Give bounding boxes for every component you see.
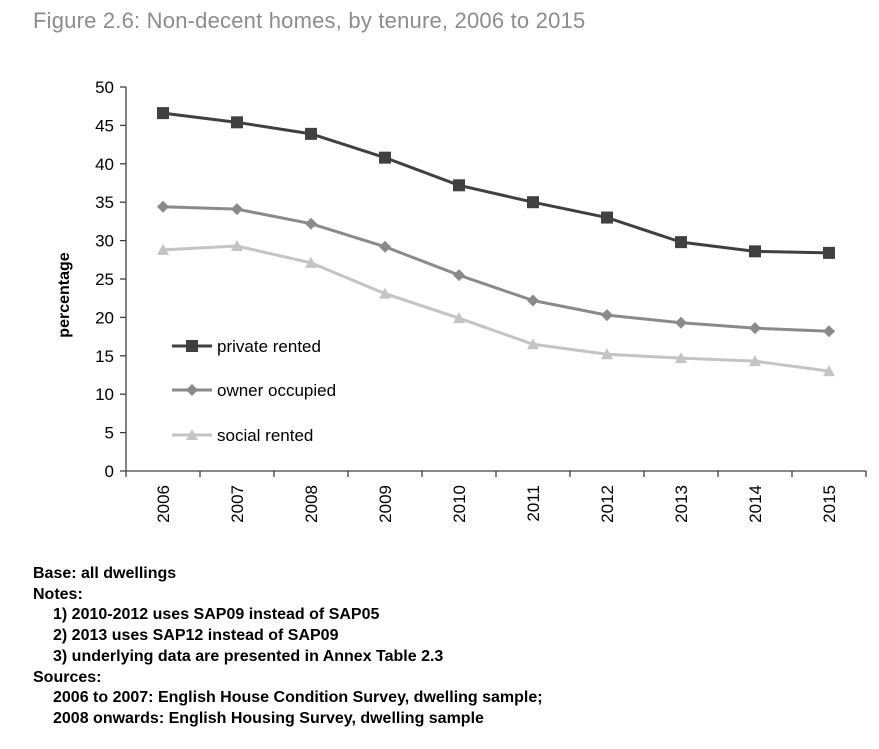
source-item: 2008 onwards: English Housing Survey, dw…: [53, 709, 484, 727]
x-tick-label: 2012: [598, 485, 617, 523]
legend-item: owner occupied: [172, 381, 336, 400]
x-tick-label: 2011: [524, 485, 543, 522]
data-point: [601, 348, 613, 360]
base-note: Base: all dwellings: [33, 565, 177, 582]
data-point: [749, 322, 761, 335]
series-social-rented: [157, 239, 835, 377]
legend: private rented owner occupied social rente…: [172, 337, 336, 445]
legend-marker: [186, 384, 198, 396]
data-point: [823, 246, 835, 259]
legend-label: private rented: [217, 337, 321, 356]
data-point: [157, 200, 169, 213]
series-line: [162, 244, 830, 373]
x-tick-label: 2010: [450, 485, 469, 523]
y-tick-label: 45: [95, 116, 114, 135]
data-point: [231, 116, 243, 129]
x-tick-label: 2008: [302, 485, 321, 523]
notes-block: Base: all dwellings Notes: 1) 2010-2012 …: [33, 564, 543, 730]
data-point: [675, 352, 687, 364]
y-tick-label: 40: [95, 155, 114, 174]
legend-item: private rented: [172, 337, 321, 356]
data-point: [305, 217, 317, 230]
data-point: [675, 236, 687, 249]
data-point: [305, 256, 317, 268]
legend-item: social rented: [172, 426, 313, 445]
data-point: [305, 127, 317, 140]
y-tick-label: 15: [95, 347, 114, 366]
data-point: [527, 294, 539, 307]
sources-heading: Sources:: [33, 668, 102, 686]
data-point: [453, 269, 465, 282]
series-owner-occupied: [157, 200, 835, 338]
source-item: 2006 to 2007: English House Condition Su…: [53, 689, 543, 707]
data-point: [749, 245, 761, 258]
y-tick-label: 35: [95, 193, 114, 212]
data-point: [453, 179, 465, 192]
y-tick-label: 25: [95, 270, 114, 289]
note-item: 2) 2013 uses SAP12 instead of SAP09: [53, 627, 339, 645]
line-chart: 0 5 10 15 20 25 30 35 40 45 50 2006 2007 2008 2009 201…: [56, 78, 867, 523]
data-point: [601, 309, 613, 322]
x-axis: 2006 2007 2008 2009 2010 2011 2012 2013 2014 2015: [125, 470, 867, 523]
y-axis: 0 5 10 15 20 25 30 35 40 45 50: [95, 78, 127, 481]
x-tick-label: 2013: [672, 485, 691, 523]
y-tick-label: 10: [95, 385, 114, 404]
legend-label: social rented: [217, 426, 313, 445]
figure-title: Figure 2.6: Non-decent homes, by tenure,…: [33, 8, 586, 33]
data-point: [379, 287, 391, 299]
data-point: [157, 243, 169, 255]
data-point: [527, 196, 539, 209]
y-axis-label: percentage: [56, 252, 73, 337]
data-point: [749, 355, 761, 367]
data-point: [601, 211, 613, 224]
data-point: [231, 203, 243, 216]
note-item: 3) underlying data are presented in Anne…: [53, 647, 444, 665]
x-tick-label: 2009: [376, 485, 395, 523]
y-tick-label: 20: [95, 308, 114, 327]
x-tick-label: 2007: [228, 485, 247, 523]
legend-marker: [186, 340, 198, 352]
series-private-rented: [157, 107, 835, 259]
y-tick-label: 30: [95, 232, 114, 251]
note-item: 1) 2010-2012 uses SAP09 instead of SAP05: [53, 606, 380, 624]
data-point: [379, 240, 391, 253]
notes-heading: Notes:: [33, 585, 83, 603]
y-tick-label: 0: [105, 462, 114, 481]
data-point: [379, 151, 391, 164]
x-tick-label: 2015: [820, 485, 839, 523]
data-point: [675, 316, 687, 329]
data-point: [823, 365, 835, 377]
x-tick-label: 2014: [746, 485, 765, 523]
data-point: [453, 312, 465, 324]
legend-marker: [186, 429, 198, 440]
y-tick-label: 5: [105, 424, 114, 443]
x-tick-label: 2006: [154, 485, 173, 523]
data-point: [527, 338, 539, 350]
data-point: [157, 107, 169, 120]
data-point: [823, 325, 835, 338]
data-point: [231, 239, 243, 251]
series-layer: [157, 107, 835, 377]
y-tick-label: 50: [95, 78, 114, 97]
legend-label: owner occupied: [217, 381, 336, 400]
series-line: [162, 111, 830, 255]
series-line: [162, 205, 830, 333]
